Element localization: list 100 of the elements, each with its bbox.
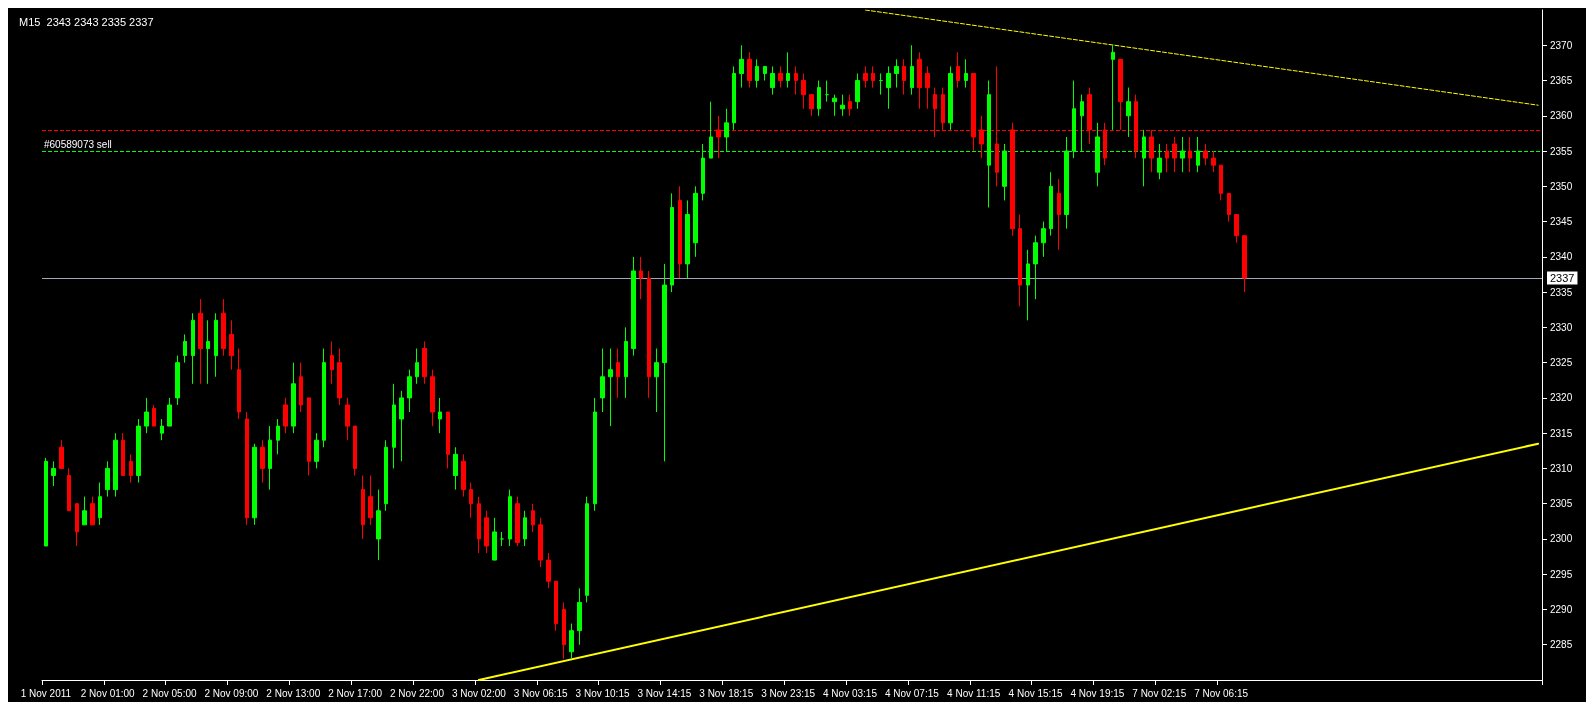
candlestick — [337, 348, 342, 406]
candlestick — [98, 482, 102, 526]
candlestick — [871, 65, 875, 89]
candlestick — [160, 418, 164, 441]
y-tick-label: 2350 — [1550, 180, 1573, 192]
candlestick — [786, 51, 790, 89]
candlestick — [600, 348, 605, 413]
candlestick — [330, 340, 334, 385]
candlestick — [260, 439, 265, 484]
x-tick-label: 1 Nov 2011 — [20, 687, 72, 699]
candlestick — [840, 94, 845, 117]
candlestick — [616, 348, 620, 399]
candlestick — [75, 503, 79, 547]
candlestick — [546, 552, 551, 589]
candlestick — [538, 517, 543, 568]
candlestick — [879, 72, 883, 96]
x-tick-label: 7 Nov 02:15 — [1132, 687, 1187, 699]
candlestick — [446, 411, 450, 469]
candlestick — [214, 312, 218, 378]
candlestick — [1026, 249, 1030, 321]
x-tick-label: 2 Nov 13:00 — [266, 687, 321, 699]
candlestick — [1203, 143, 1208, 166]
candlestick — [1188, 136, 1192, 173]
x-tick-label: 4 Nov 03:15 — [823, 687, 878, 699]
candlestick — [917, 51, 922, 110]
candlestick — [910, 44, 914, 96]
x-tick-label: 3 Nov 02:00 — [451, 687, 507, 699]
candlestick — [894, 58, 899, 89]
candlestick — [461, 453, 466, 498]
x-tick-label: 3 Nov 18:15 — [699, 687, 754, 699]
y-tick-label: 2310 — [1550, 462, 1573, 474]
x-tick-label: 2 Nov 17:00 — [328, 687, 383, 699]
candlestick — [245, 411, 249, 526]
candlestick — [113, 432, 118, 498]
candlestick — [121, 432, 125, 476]
candlestick — [252, 443, 257, 526]
candlestick — [1018, 214, 1022, 307]
candlestick — [531, 503, 535, 533]
candlestick — [299, 362, 303, 413]
candlestick — [152, 404, 156, 427]
candlestick — [438, 397, 442, 434]
candlestick — [848, 94, 852, 117]
candlestick — [662, 263, 667, 462]
candlestick — [1057, 178, 1061, 251]
candlestick — [59, 439, 64, 469]
candlestick — [51, 460, 56, 487]
x-tick-label: 4 Nov 19:15 — [1070, 687, 1125, 699]
candlestick — [1234, 214, 1239, 244]
candlestick — [268, 425, 272, 491]
candlestick — [902, 58, 906, 96]
candlestick — [453, 446, 458, 491]
candlestick — [964, 58, 968, 89]
candlestick — [276, 418, 280, 455]
candlestick — [500, 531, 504, 547]
candlestick — [237, 348, 241, 420]
candlestick — [593, 397, 597, 512]
candlestick — [855, 72, 860, 110]
candlestick — [817, 80, 821, 117]
candlestick — [392, 383, 396, 469]
candlestick — [307, 397, 311, 476]
candlestick — [608, 348, 613, 427]
candlestick — [198, 298, 203, 385]
candlestick — [624, 326, 628, 399]
y-tick-label: 2345 — [1550, 216, 1573, 228]
candlestick — [183, 333, 187, 364]
x-tick-label: 2 Nov 09:00 — [204, 687, 259, 699]
y-tick-label: 2320 — [1550, 392, 1573, 404]
candlestick — [90, 496, 95, 526]
candlestick — [361, 474, 365, 540]
y-tick-label: 2315 — [1550, 427, 1573, 439]
candlestick — [430, 369, 435, 427]
candlestick — [415, 348, 419, 385]
candlestick — [585, 496, 589, 603]
candlestick — [809, 94, 814, 117]
candlestick — [492, 517, 497, 561]
x-tick-label: 2 Nov 01:00 — [80, 687, 136, 699]
y-tick-label: 2355 — [1550, 145, 1573, 157]
candlestick — [1219, 164, 1223, 201]
candlestick — [1165, 143, 1169, 173]
candlestick — [206, 319, 210, 385]
candlestick — [105, 460, 110, 498]
candlestick — [291, 362, 296, 434]
ref-line-label: #60589073 sell — [44, 138, 112, 150]
x-tick-label: 7 Nov 06:15 — [1194, 687, 1249, 699]
candlestick — [523, 510, 527, 547]
candlestick — [67, 467, 71, 512]
candlestick — [422, 340, 427, 385]
x-tick-label: 2 Nov 05:00 — [142, 687, 197, 699]
candlestick — [175, 355, 180, 406]
candlestick — [685, 199, 690, 279]
candlestick — [1118, 58, 1123, 131]
candlestick — [631, 256, 636, 357]
candlestick — [376, 489, 381, 561]
candlestick — [314, 432, 319, 469]
candlestick — [639, 256, 643, 300]
candlestick — [647, 270, 651, 399]
candlestick — [1111, 44, 1115, 131]
y-tick-label: 2360 — [1550, 110, 1573, 122]
candlestick — [167, 397, 172, 427]
candlestick — [144, 397, 149, 434]
